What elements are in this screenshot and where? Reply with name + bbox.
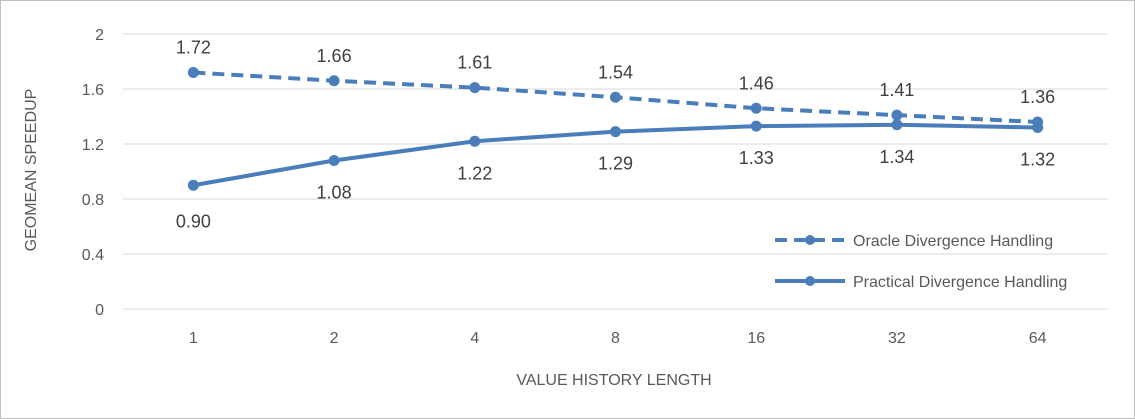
series-layer <box>187 67 1044 191</box>
data-label-practical: 1.32 <box>1020 150 1055 170</box>
y-tick-labels: 0 0.4 0.8 1.2 1.6 2 <box>82 27 104 319</box>
data-point-oracle <box>610 91 621 103</box>
y-tick-label: 0.4 <box>82 247 104 264</box>
data-point-oracle <box>891 109 903 121</box>
x-axis-title: VALUE HISTORY LENGTH <box>516 372 711 389</box>
data-label-practical: 1.08 <box>317 183 352 203</box>
data-label-oracle: 1.61 <box>457 53 492 73</box>
data-label-practical: 1.34 <box>879 147 914 167</box>
data-label-oracle: 1.72 <box>176 38 211 58</box>
x-tick-label: 32 <box>888 330 906 347</box>
gridlines <box>123 33 1108 310</box>
data-label-oracle: 1.46 <box>739 73 774 93</box>
data-point-oracle <box>187 67 199 78</box>
data-point-practical <box>1032 122 1044 133</box>
y-tick-label: 0 <box>95 302 104 319</box>
data-point-oracle <box>750 102 762 114</box>
data-point-practical <box>891 119 903 131</box>
data-point-oracle <box>328 75 340 87</box>
data-label-oracle: 1.41 <box>879 80 914 100</box>
data-label-oracle: 1.36 <box>1020 87 1055 107</box>
x-tick-label: 16 <box>747 330 765 347</box>
x-tick-label: 1 <box>189 330 198 347</box>
y-tick-label: 1.6 <box>82 82 104 99</box>
data-point-practical <box>469 135 481 147</box>
data-labels: 1.72 1.66 1.61 1.54 1.46 1.41 1.36 0.90 1.08 1.22… <box>176 38 1055 232</box>
data-point-practical <box>187 179 199 191</box>
y-tick-label: 2 <box>95 27 104 44</box>
legend-label-practical: Practical Divergence Handling <box>853 274 1067 291</box>
data-label-oracle: 1.54 <box>598 62 633 82</box>
x-tick-label: 4 <box>470 330 479 347</box>
y-tick-label: 1.2 <box>82 137 104 154</box>
data-label-practical: 1.22 <box>457 163 492 183</box>
legend: Oracle Divergence Handling Practical Div… <box>775 233 1067 291</box>
data-point-oracle <box>469 82 481 94</box>
x-tick-labels: 1 2 4 8 16 32 64 <box>189 330 1047 347</box>
x-tick-label: 64 <box>1029 330 1047 347</box>
data-point-practical <box>328 155 340 166</box>
data-label-practical: 1.29 <box>598 154 633 174</box>
data-point-practical <box>750 120 762 132</box>
y-axis-title: GEOMEAN SPEEDUP <box>23 89 40 252</box>
data-label-practical: 1.33 <box>739 148 774 168</box>
y-tick-label: 0.8 <box>82 192 104 209</box>
data-label-oracle: 1.66 <box>317 46 352 66</box>
x-tick-label: 2 <box>330 330 339 347</box>
data-label-practical: 0.90 <box>176 211 211 231</box>
data-point-practical <box>610 126 621 138</box>
legend-label-oracle: Oracle Divergence Handling <box>853 233 1053 250</box>
legend-marker-oracle <box>805 235 815 245</box>
legend-marker-practical <box>805 276 815 286</box>
x-tick-label: 8 <box>611 330 620 347</box>
